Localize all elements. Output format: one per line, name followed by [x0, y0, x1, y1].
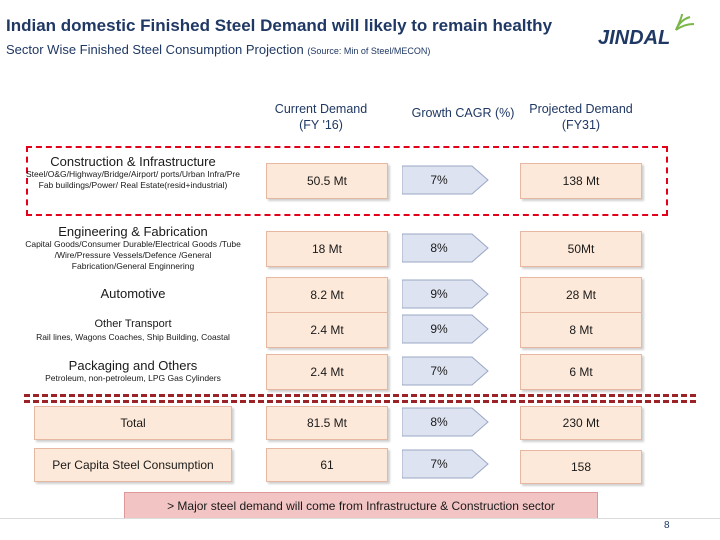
sector-name: Automotive — [100, 286, 166, 301]
cagr-arrow: 9% — [402, 277, 490, 311]
per-capita-label-cell: Per Capita Steel Consumption — [34, 448, 232, 482]
cagr-arrow: 7% — [402, 163, 490, 197]
cagr-arrow: 8% — [402, 405, 490, 439]
sector-detail: Rail lines, Wagons Coaches, Ship Buildin… — [36, 332, 230, 342]
sector-name: Engineering & Fabrication — [58, 224, 208, 239]
cagr-arrow: 9% — [402, 312, 490, 346]
sector-detail: Capital Goods/Consumer Durable/Electrica… — [25, 239, 241, 271]
sector-name: Packaging and Others — [68, 358, 198, 373]
projected-demand-cell: 8 Mt — [520, 312, 642, 348]
jindal-logo: JINDAL — [596, 13, 712, 50]
cagr-value: 8% — [430, 415, 448, 429]
per-capita-current-cell: 61 — [266, 448, 388, 482]
per-capita-projected-cell: 158 — [520, 450, 642, 484]
arrow-shape-icon — [402, 314, 489, 344]
separator-bottom — [24, 400, 696, 403]
current-header-line1: Current Demand — [274, 102, 368, 116]
cagr-value: 9% — [430, 287, 448, 301]
sector-label-other-transport: Other Transport Rail lines, Wagons Coach… — [24, 317, 242, 343]
sector-detail: Petroleum, non-petroleum, LPG Gas Cylind… — [45, 373, 221, 383]
highlight-box — [26, 146, 668, 216]
current-demand-cell: 8.2 Mt — [266, 277, 388, 313]
column-header-current: Current Demand (FY '16) — [262, 101, 380, 133]
projected-header-line2: (FY31) — [561, 118, 601, 132]
total-projected-cell: 230 Mt — [520, 406, 642, 440]
key-note-banner: > Major steel demand will come from Infr… — [124, 492, 598, 519]
arrow-shape-icon — [402, 407, 489, 437]
cagr-arrow: 7% — [402, 354, 490, 388]
arrow-shape-icon — [402, 356, 489, 386]
separator-top — [24, 394, 696, 397]
projected-demand-cell: 50Mt — [520, 231, 642, 267]
arrow-shape-icon — [402, 279, 489, 309]
cagr-value: 7% — [430, 457, 448, 471]
total-current-cell: 81.5 Mt — [266, 406, 388, 440]
current-header-line2: (FY '16) — [299, 118, 343, 132]
projected-demand-cell: 138 Mt — [520, 163, 642, 199]
cagr-arrow: 7% — [402, 447, 490, 481]
column-header-projected: Projected Demand (FY31) — [520, 101, 642, 133]
sector-label-construction: Construction & Infrastructure Steel/O&G/… — [24, 154, 242, 191]
sector-name: Other Transport — [94, 318, 172, 330]
cagr-value: 7% — [430, 173, 448, 187]
source-note: (Source: Min of Steel/MECON) — [307, 46, 431, 56]
projected-demand-cell: 28 Mt — [520, 277, 642, 313]
footer-divider — [0, 518, 720, 519]
sector-label-packaging: Packaging and Others Petroleum, non-petr… — [24, 358, 242, 384]
cagr-value: 7% — [430, 364, 448, 378]
cagr-value: 9% — [430, 322, 448, 336]
current-demand-cell: 50.5 Mt — [266, 163, 388, 199]
page-subtitle: Sector Wise Finished Steel Consumption P… — [6, 42, 430, 57]
logo-mark-icon: JINDAL — [598, 13, 695, 49]
projected-demand-cell: 6 Mt — [520, 354, 642, 390]
page-title: Indian domestic Finished Steel Demand wi… — [6, 16, 553, 35]
arrow-shape-icon — [402, 449, 489, 479]
cagr-value: 8% — [430, 241, 448, 255]
column-header-growth: Growth CAGR (%) — [411, 106, 515, 120]
projected-header-line1: Projected Demand — [529, 102, 633, 116]
sector-detail: Steel/O&G/Highway/Bridge/Airport/ ports/… — [25, 169, 240, 190]
logo-wordmark: JINDAL — [598, 27, 670, 49]
total-label-cell: Total — [34, 406, 232, 440]
page-number: 8 — [664, 520, 670, 531]
current-demand-cell: 2.4 Mt — [266, 312, 388, 348]
sector-name: Construction & Infrastructure — [50, 154, 216, 169]
arrow-shape-icon — [402, 233, 489, 263]
sector-label-automotive: Automotive — [24, 286, 242, 301]
current-demand-cell: 2.4 Mt — [266, 354, 388, 390]
subtitle-text: Sector Wise Finished Steel Consumption P… — [6, 42, 304, 57]
sector-label-engineering: Engineering & Fabrication Capital Goods/… — [22, 224, 244, 272]
current-demand-cell: 18 Mt — [266, 231, 388, 267]
cagr-arrow: 8% — [402, 231, 490, 265]
arrow-shape-icon — [402, 165, 489, 195]
